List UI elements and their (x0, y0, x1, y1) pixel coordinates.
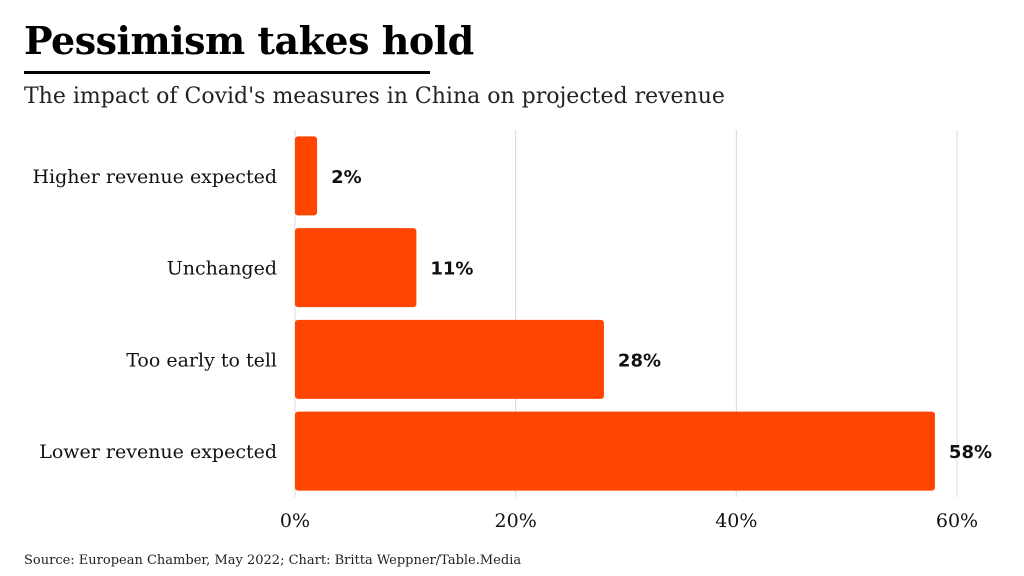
title-underline (24, 71, 430, 74)
bar (295, 228, 417, 308)
data-label: 11% (430, 259, 473, 280)
chart-subtitle: The impact of Covid's measures in China … (24, 84, 725, 109)
bar (295, 136, 318, 216)
x-tick-label: 60% (936, 510, 978, 532)
bar (295, 319, 604, 399)
bars (295, 136, 935, 491)
bar-chart: 0% 20% 40% 60% Higher revenue expected 2% Unch… (32, 130, 992, 532)
data-label: 58% (949, 442, 992, 463)
chart-title: Pessimism takes hold (24, 18, 474, 63)
x-tick-label: 0% (280, 510, 310, 532)
bar (295, 411, 935, 491)
data-label: 2% (331, 167, 362, 188)
category-label: Unchanged (167, 258, 277, 280)
category-label: Lower revenue expected (39, 441, 277, 463)
x-tick-label: 20% (495, 510, 537, 532)
labels: 0% 20% 40% 60% Higher revenue expected 2% Unch… (32, 166, 992, 532)
category-label: Too early to tell (126, 349, 277, 371)
source-note: Source: European Chamber, May 2022; Char… (24, 553, 522, 568)
x-tick-label: 40% (715, 510, 757, 532)
category-label: Higher revenue expected (32, 166, 277, 188)
data-label: 28% (618, 350, 661, 371)
